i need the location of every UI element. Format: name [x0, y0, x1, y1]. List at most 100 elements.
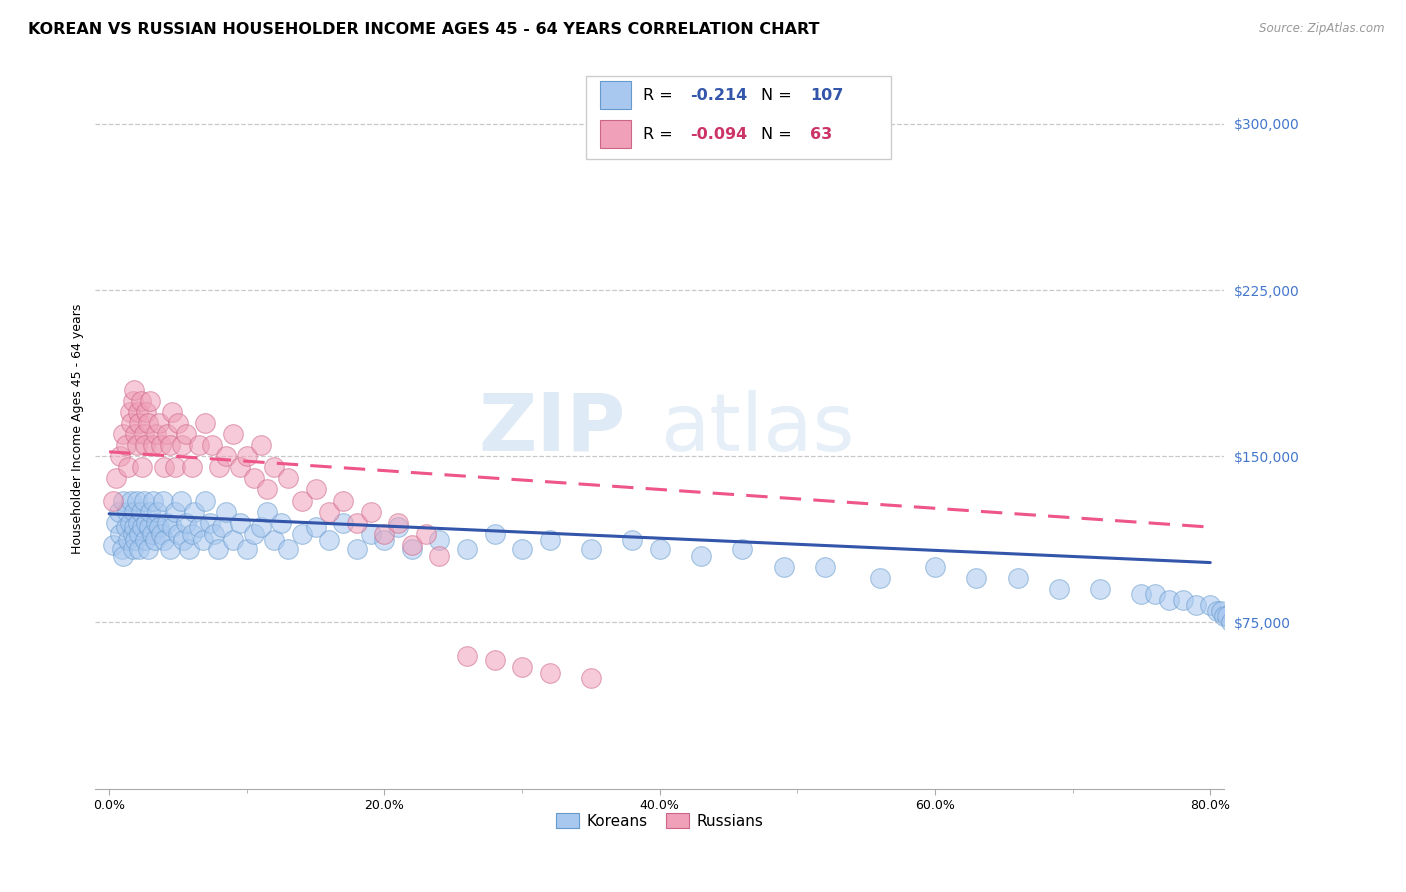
- Point: [304, 483, 326, 497]
- Text: ZIP: ZIP: [478, 390, 626, 467]
- Point: [139, 505, 162, 519]
- Point: [277, 542, 299, 557]
- Point: [117, 460, 139, 475]
- Point: [143, 533, 166, 548]
- Point: [139, 393, 162, 408]
- Point: [484, 653, 506, 667]
- Point: [1226, 620, 1249, 634]
- Point: [165, 460, 187, 475]
- Point: [111, 549, 134, 563]
- Point: [170, 493, 193, 508]
- Point: [132, 427, 155, 442]
- Point: [222, 533, 245, 548]
- Point: [484, 526, 506, 541]
- Point: [115, 505, 138, 519]
- Point: [108, 526, 131, 541]
- Point: [648, 542, 671, 557]
- Text: atlas: atlas: [659, 390, 853, 467]
- Point: [249, 520, 271, 534]
- Point: [159, 438, 181, 452]
- Point: [208, 460, 231, 475]
- Point: [105, 471, 128, 485]
- Text: N =: N =: [761, 127, 797, 142]
- Point: [1171, 593, 1194, 607]
- Point: [150, 526, 173, 541]
- Point: [121, 526, 143, 541]
- Point: [122, 383, 145, 397]
- FancyBboxPatch shape: [600, 120, 631, 148]
- Point: [360, 526, 382, 541]
- Point: [236, 542, 259, 557]
- Point: [121, 542, 143, 557]
- Point: [103, 538, 125, 552]
- Point: [148, 520, 170, 534]
- Point: [103, 493, 125, 508]
- Point: [191, 533, 214, 548]
- Point: [1007, 571, 1029, 585]
- Point: [332, 516, 354, 530]
- Point: [1144, 586, 1167, 600]
- Point: [304, 520, 326, 534]
- FancyBboxPatch shape: [600, 81, 631, 109]
- Point: [156, 427, 179, 442]
- Point: [165, 505, 187, 519]
- Point: [215, 449, 238, 463]
- Point: [373, 533, 395, 548]
- Point: [621, 533, 644, 548]
- Point: [1213, 608, 1236, 623]
- Text: 63: 63: [810, 127, 832, 142]
- Point: [202, 526, 225, 541]
- Point: [183, 505, 205, 519]
- Point: [135, 405, 157, 419]
- Point: [177, 542, 200, 557]
- Point: [277, 471, 299, 485]
- Point: [924, 560, 946, 574]
- Point: [122, 505, 145, 519]
- Text: R =: R =: [643, 127, 678, 142]
- Point: [229, 516, 252, 530]
- Point: [107, 505, 129, 519]
- Point: [256, 483, 278, 497]
- Point: [198, 516, 221, 530]
- Point: [145, 516, 167, 530]
- Point: [125, 493, 148, 508]
- Point: [128, 416, 150, 430]
- Point: [127, 405, 149, 419]
- Point: [1219, 615, 1241, 630]
- Y-axis label: Householder Income Ages 45 - 64 years: Householder Income Ages 45 - 64 years: [72, 303, 84, 554]
- Point: [131, 520, 153, 534]
- Point: [1229, 622, 1251, 636]
- Point: [105, 516, 128, 530]
- Point: [1047, 582, 1070, 596]
- Point: [207, 542, 229, 557]
- Point: [120, 493, 142, 508]
- Point: [114, 438, 136, 452]
- Point: [387, 516, 409, 530]
- Point: [180, 526, 202, 541]
- Point: [174, 427, 197, 442]
- Point: [263, 533, 285, 548]
- Point: [1185, 598, 1208, 612]
- Point: [1211, 604, 1233, 618]
- Point: [229, 460, 252, 475]
- Point: [373, 526, 395, 541]
- Point: [346, 542, 368, 557]
- Point: [111, 427, 134, 442]
- Point: [222, 427, 245, 442]
- Point: [142, 438, 165, 452]
- Point: [150, 438, 173, 452]
- Point: [415, 526, 437, 541]
- Point: [134, 533, 156, 548]
- Point: [111, 493, 134, 508]
- Point: [332, 493, 354, 508]
- Point: [120, 416, 142, 430]
- Point: [187, 520, 209, 534]
- Point: [131, 460, 153, 475]
- Point: [242, 526, 264, 541]
- Point: [291, 493, 314, 508]
- Point: [148, 416, 170, 430]
- Point: [129, 505, 152, 519]
- Point: [128, 526, 150, 541]
- Point: [401, 538, 423, 552]
- Point: [136, 416, 159, 430]
